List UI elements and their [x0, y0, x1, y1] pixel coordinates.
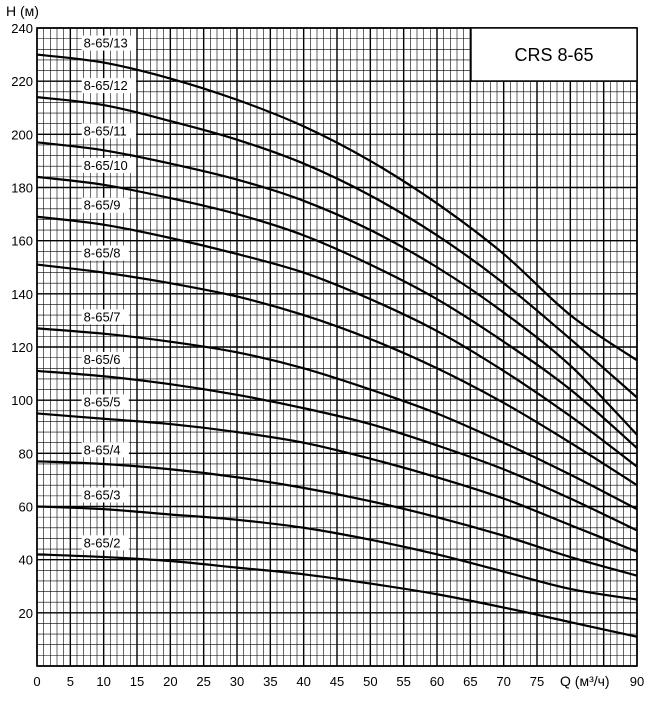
x-tick-label: 45	[330, 674, 344, 689]
series-label: 8-65/10	[84, 158, 128, 173]
x-tick-label: 25	[196, 674, 210, 689]
curves	[36, 53, 638, 638]
x-tick-label: 5	[67, 674, 74, 689]
y-tick-label: 140	[11, 287, 33, 302]
series-line-8-65-12	[36, 96, 638, 399]
series-label-bg	[81, 309, 129, 325]
series-labels: 8-65/2 8-65/3 8-65/4 8-65/5 8-65/6 8-65/7 8-65…	[81, 35, 137, 551]
y-tick-label: 20	[19, 606, 33, 621]
y-tick-label: 60	[19, 500, 33, 515]
y-tick-label: 120	[11, 340, 33, 355]
series-label: 8-65/6	[84, 352, 121, 367]
x-tick-label: 15	[130, 674, 144, 689]
title-box: CRS 8-65	[470, 27, 638, 82]
series-label-bg	[81, 394, 129, 410]
x-tick-label: 40	[296, 674, 310, 689]
x-tick-label: 75	[530, 674, 544, 689]
series-line-8-65-4	[36, 460, 638, 577]
x-tick-label: 10	[96, 674, 110, 689]
x-tick-label: 60	[430, 674, 444, 689]
x-tick-label: 90	[630, 674, 644, 689]
x-tick-label: 30	[230, 674, 244, 689]
series-label-bg	[81, 487, 129, 503]
series-line-8-65-3	[36, 505, 638, 601]
y-tick-label: 220	[11, 74, 33, 89]
x-tick-label: 70	[496, 674, 510, 689]
series-label-bg	[81, 157, 137, 173]
y-tick-label: 80	[19, 446, 33, 461]
series-label-bg	[81, 123, 137, 139]
series-line-8-65-2	[36, 553, 638, 638]
series-label-bg	[81, 78, 137, 94]
series-label: 8-65/12	[84, 78, 128, 93]
series-line-8-65-8	[36, 263, 638, 487]
plot-frame	[36, 27, 638, 667]
series-line-8-65-5	[36, 412, 638, 553]
grid	[36, 27, 638, 667]
y-tick-label: 200	[11, 127, 33, 142]
y-tick-label: 160	[11, 234, 33, 249]
y-tick-label: 240	[11, 21, 33, 36]
series-label: 8-65/4	[84, 442, 121, 457]
series-label-bg	[81, 351, 129, 367]
series-label: 8-65/7	[84, 309, 121, 324]
series-label-bg	[81, 245, 129, 261]
y-tick-label: 100	[11, 393, 33, 408]
y-axis-title: H (м)	[6, 3, 39, 19]
series-line-8-65-13	[36, 53, 638, 362]
y-tick-label: 180	[11, 181, 33, 196]
series-label-bg	[81, 197, 129, 213]
chart-title: CRS 8-65	[514, 45, 593, 65]
x-tick-label: 0	[33, 674, 40, 689]
x-tick-label: 20	[163, 674, 177, 689]
series-label: 8-65/13	[84, 36, 128, 51]
series-label-bg	[81, 535, 129, 551]
series-label: 8-65/11	[84, 123, 127, 138]
x-tick-label: 35	[263, 674, 277, 689]
series-line-8-65-7	[36, 327, 638, 511]
series-label: 8-65/9	[84, 198, 121, 213]
x-tick-label: 50	[363, 674, 377, 689]
series-label: 8-65/8	[84, 246, 121, 261]
x-axis-title: Q (м³/ч)	[560, 673, 610, 689]
axes: 0510152025303540455055606570758085902040…	[6, 3, 644, 692]
series-label: 8-65/5	[84, 394, 121, 409]
series-label: 8-65/3	[84, 488, 121, 503]
series-line-8-65-6	[36, 369, 638, 532]
series-label-bg	[81, 442, 129, 458]
x-tick-label: 65	[463, 674, 477, 689]
series-label-bg	[81, 35, 137, 51]
y-tick-label: 40	[19, 553, 33, 568]
x-axis-title-bg	[556, 672, 622, 692]
series-line-8-65-9	[36, 215, 638, 468]
series-label: 8-65/2	[84, 535, 121, 550]
series-line-8-65-10	[36, 175, 638, 449]
series-line-8-65-11	[36, 141, 638, 436]
x-tick-label: 55	[396, 674, 410, 689]
